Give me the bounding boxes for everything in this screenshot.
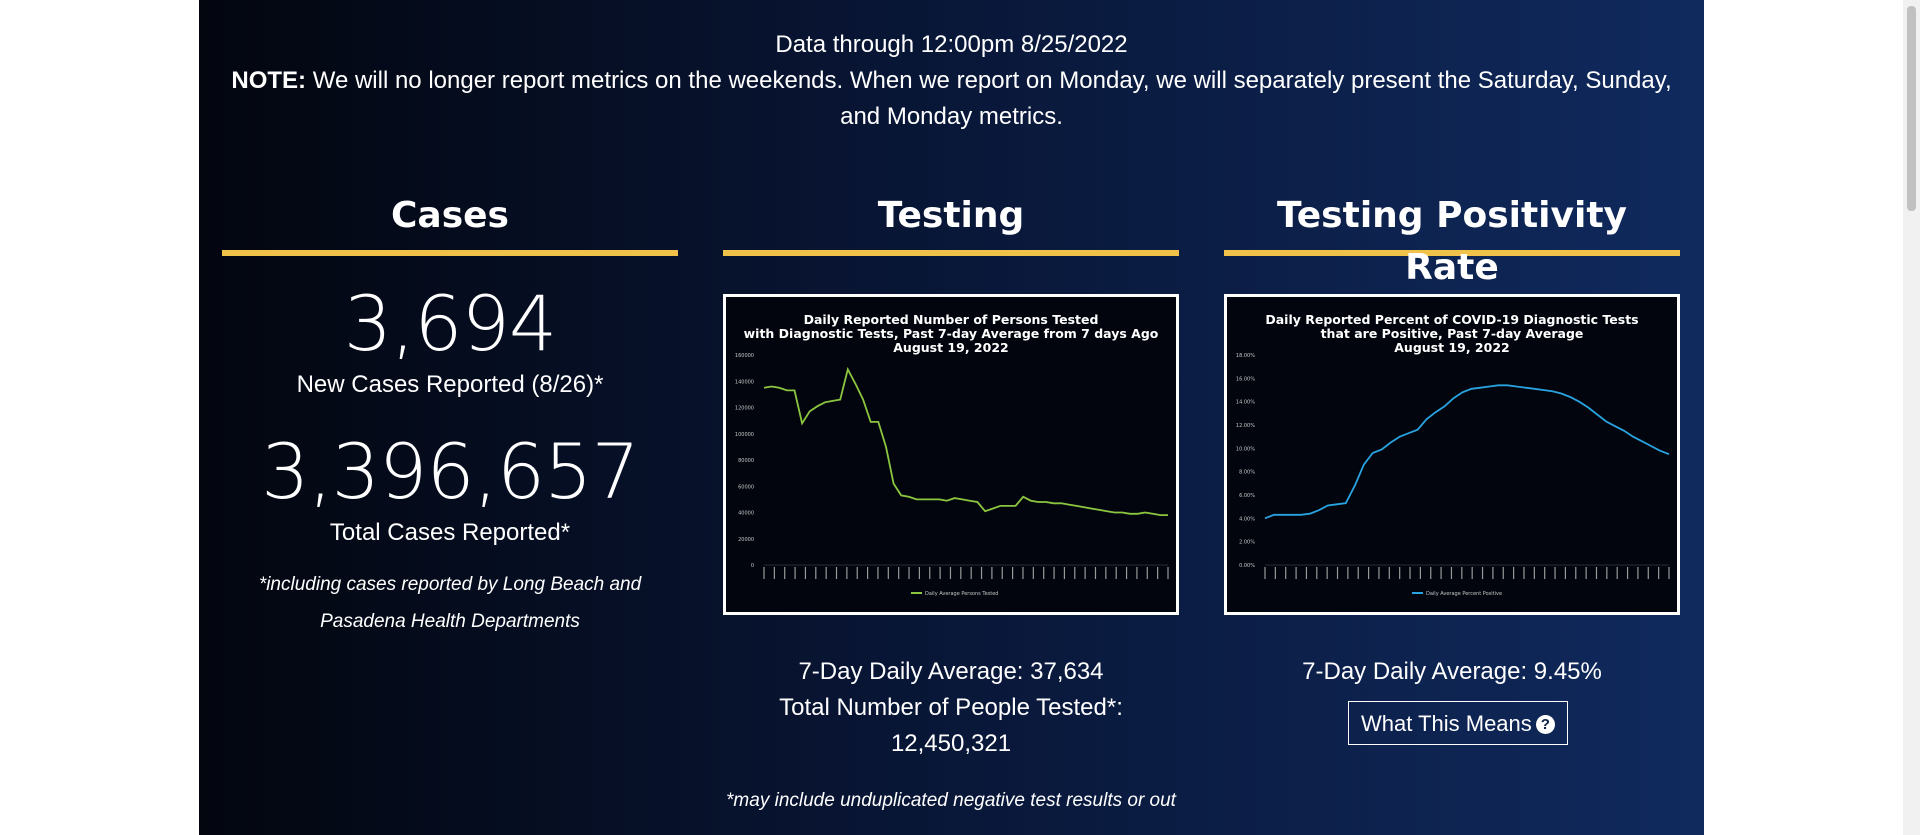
testing-section: Testing: [723, 190, 1179, 256]
positivity-chart-y-tick: 8.00%: [1239, 470, 1255, 476]
testing-chart-y-tick: 60000: [738, 484, 754, 490]
positivity-average: 7-Day Daily Average: 9.45%: [1302, 658, 1602, 685]
positivity-chart-title-line: August 19, 2022: [1394, 340, 1509, 355]
positivity-chart-y-tick: 2.00%: [1239, 540, 1255, 546]
positivity-chart-y-tick: 0.00%: [1239, 563, 1255, 569]
testing-chart-y-tick: 0: [751, 563, 754, 569]
dashboard-panel: Data through 12:00pm 8/25/2022 NOTE: We …: [199, 0, 1704, 835]
testing-average: 7-Day Daily Average: 37,634: [798, 658, 1104, 685]
positivity-chart-y-tick: 12.00%: [1236, 423, 1255, 429]
testing-chart-svg: Daily Reported Number of Persons Testedw…: [735, 312, 1169, 597]
new-cases-label: New Cases Reported (8/26)*: [296, 371, 604, 398]
testing-chart: Daily Reported Number of Persons Tested w…: [723, 294, 1179, 615]
question-circle-icon: ?: [1535, 715, 1555, 734]
weekend-note: NOTE: We will no longer report metrics o…: [199, 63, 1704, 135]
positivity-chart-y-tick: 18.00%: [1236, 353, 1255, 359]
new-cases-value: 3,694: [343, 279, 558, 368]
cases-divider: [222, 250, 678, 256]
testing-chart-y-tick: 160000: [735, 353, 754, 359]
testing-total-label: Total Number of People Tested*:: [779, 694, 1123, 721]
positivity-chart-series-line: [1264, 384, 1670, 520]
testing-chart-y-tick: 140000: [735, 379, 754, 385]
positivity-chart: Daily Reported Percent of COVID-19 Diagn…: [1224, 294, 1680, 615]
total-cases-value: 3,396,657: [261, 427, 640, 516]
positivity-chart-y-tick: 6.00%: [1239, 493, 1255, 499]
positivity-title: Testing Positivity Rate: [1276, 195, 1627, 288]
testing-footnote: *may include unduplicated negative test …: [726, 790, 1176, 811]
testing-chart-title-line: August 19, 2022: [893, 340, 1008, 355]
cases-section: Cases 3,694 New Cases Reported (8/26)* 3…: [222, 190, 678, 640]
testing-chart-series-line: [763, 366, 1168, 517]
testing-stats: 7-Day Daily Average: 37,634 Total Number…: [723, 654, 1179, 819]
positivity-chart-title-line: that are Positive, Past 7-day Average: [1321, 326, 1584, 341]
testing-title: Testing: [877, 195, 1025, 236]
testing-chart-y-tick: 40000: [738, 511, 754, 517]
note-text: We will no longer report metrics on the …: [312, 67, 1672, 130]
what-this-means-label: What This Means: [1361, 711, 1532, 736]
positivity-chart-legend-label: Daily Average Percent Positive: [1426, 591, 1502, 597]
testing-chart-y-tick: 20000: [738, 537, 754, 543]
what-this-means-button[interactable]: What This Means?: [1348, 701, 1568, 745]
data-through-text: Data through 12:00pm 8/25/2022: [775, 31, 1128, 58]
testing-chart-y-tick: 80000: [738, 458, 754, 464]
positivity-chart-y-tick: 14.00%: [1236, 400, 1255, 406]
scrollbar-thumb[interactable]: [1907, 6, 1916, 211]
testing-chart-y-tick: 120000: [735, 406, 754, 412]
positivity-chart-y-tick: 16.00%: [1236, 376, 1255, 382]
positivity-chart-y-tick: 10.00%: [1236, 446, 1255, 452]
cases-footnote: *including cases reported by Long Beach …: [258, 574, 642, 632]
testing-chart-y-tick: 100000: [735, 432, 754, 438]
positivity-chart-y-tick: 4.00%: [1239, 516, 1255, 522]
positivity-chart-title-line: Daily Reported Percent of COVID-19 Diagn…: [1265, 312, 1638, 327]
testing-total-value: 12,450,321: [890, 730, 1012, 757]
page-scrollbar[interactable]: [1903, 0, 1920, 835]
testing-chart-title-line: with Diagnostic Tests, Past 7-day Averag…: [744, 326, 1159, 341]
positivity-divider: [1224, 250, 1680, 256]
positivity-chart-svg: Daily Reported Percent of COVID-19 Diagn…: [1236, 312, 1670, 597]
testing-divider: [723, 250, 1179, 256]
testing-chart-title-line: Daily Reported Number of Persons Tested: [804, 312, 1099, 327]
note-label: NOTE:: [231, 67, 307, 94]
cases-title: Cases: [391, 195, 509, 236]
total-cases-label: Total Cases Reported*: [329, 519, 571, 546]
positivity-section: Testing Positivity Rate: [1224, 190, 1680, 288]
testing-chart-legend-label: Daily Average Persons Tested: [925, 591, 998, 597]
